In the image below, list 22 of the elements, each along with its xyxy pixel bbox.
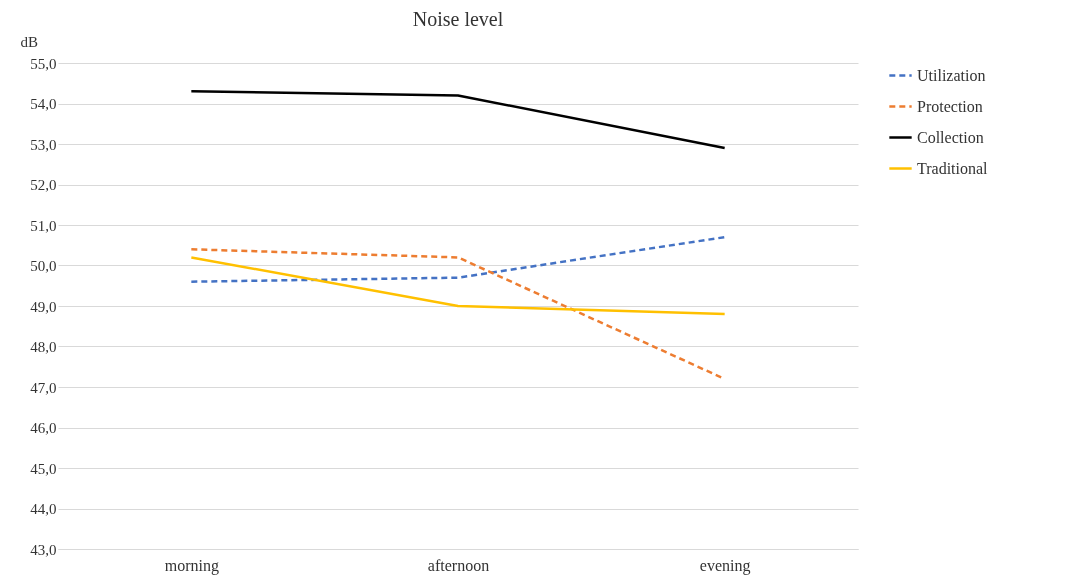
y-tick-label: 53,0 bbox=[30, 136, 57, 153]
y-tick-label: 51,0 bbox=[30, 217, 57, 234]
legend-label: Collection bbox=[917, 128, 984, 146]
y-tick-label: 45,0 bbox=[30, 460, 57, 477]
legend-label: Protection bbox=[917, 97, 983, 115]
x-tick-label: morning bbox=[164, 556, 219, 575]
y-tick-label: 49,0 bbox=[30, 298, 57, 315]
y-tick-label: 46,0 bbox=[30, 420, 57, 436]
y-tick-label: 54,0 bbox=[30, 96, 57, 112]
y-tick-label: 43,0 bbox=[30, 541, 57, 558]
y-tick-label: 47,0 bbox=[30, 379, 57, 396]
y-axis-title: dB bbox=[20, 33, 39, 50]
legend-label: Traditional bbox=[917, 159, 989, 177]
x-tick-label: evening bbox=[699, 556, 751, 575]
chart-title: Noise level bbox=[412, 8, 504, 30]
y-tick-label: 44,0 bbox=[30, 501, 57, 517]
y-tick-label: 52,0 bbox=[30, 177, 57, 193]
y-tick-label: 48,0 bbox=[30, 339, 57, 355]
y-tick-label: 50,0 bbox=[30, 258, 57, 274]
y-tick-label: 55,0 bbox=[30, 55, 57, 72]
legend-label: Utilization bbox=[917, 66, 986, 84]
x-tick-label: afternoon bbox=[427, 556, 490, 574]
